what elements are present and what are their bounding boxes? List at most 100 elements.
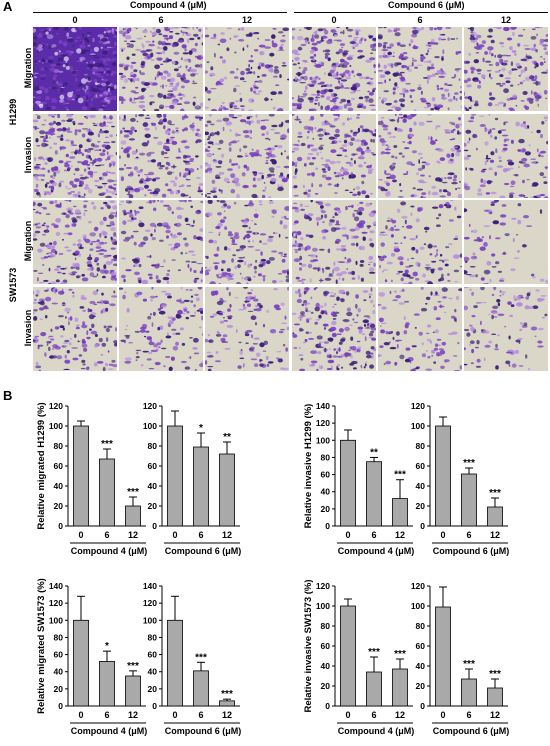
bar (99, 458, 115, 527)
bar (167, 425, 183, 527)
bar-chart: 0 20 40 60 80 100 120 0 *** 6 *** 12 Compound 6 (μM) (411, 401, 510, 556)
significance-label: *** (368, 647, 380, 658)
concentration-label: 6 (158, 15, 164, 25)
bar (487, 506, 503, 527)
concentration-label: 12 (500, 15, 511, 25)
y-tick-label: 60 (54, 461, 64, 471)
y-tick-label: 80 (321, 452, 331, 462)
micrograph-image (33, 27, 117, 111)
y-tick-label: 20 (148, 501, 158, 511)
x-tick-label: 0 (78, 710, 83, 720)
y-tick-label: 0 (325, 701, 330, 711)
bar (435, 606, 451, 707)
bar (366, 671, 382, 707)
micrograph-image (33, 114, 117, 198)
micrograph-image (378, 114, 462, 198)
y-tick-label: 0 (152, 701, 157, 711)
significance-label: *** (221, 689, 233, 700)
y-axis-label: Relative invasive SW1573 (%) (303, 579, 314, 712)
significance-label: *** (463, 458, 475, 469)
x-tick-label: 6 (198, 710, 203, 720)
micrograph-image (119, 27, 203, 111)
y-tick-label: 0 (420, 701, 425, 711)
micrograph-image (119, 287, 203, 371)
x-axis-label: Compound 6 (μM) (433, 546, 510, 556)
bar (193, 670, 209, 707)
y-tick-label: 20 (416, 501, 426, 511)
y-tick-label: 80 (148, 632, 158, 642)
significance-label: *** (127, 487, 139, 498)
y-tick-label: 140 (49, 581, 63, 591)
x-tick-label: 6 (104, 530, 109, 540)
bar (73, 425, 89, 527)
x-tick-label: 12 (128, 530, 138, 540)
y-tick-label: 40 (321, 487, 331, 497)
y-tick-label: 100 (143, 421, 157, 431)
x-tick-label: 6 (371, 710, 376, 720)
y-tick-label: 0 (58, 701, 63, 711)
y-tick-label: 140 (143, 581, 157, 591)
assay-label: Migration (23, 220, 33, 262)
y-tick-label: 120 (143, 598, 157, 608)
y-tick-label: 60 (321, 470, 331, 480)
significance-label: *** (489, 669, 501, 680)
x-tick-label: 12 (222, 710, 232, 720)
micrograph-image (292, 200, 376, 284)
x-axis-label: Compound 6 (μM) (433, 726, 510, 736)
micrograph-image (205, 114, 289, 198)
significance-label: * (105, 641, 109, 652)
y-tick-label: 40 (54, 667, 64, 677)
y-tick-label: 120 (49, 401, 63, 411)
bar (73, 619, 89, 707)
significance-label: *** (394, 649, 406, 660)
x-tick-label: 0 (440, 710, 445, 720)
bar (461, 678, 477, 707)
y-tick-label: 140 (316, 401, 330, 411)
y-tick-label: 40 (416, 481, 426, 491)
micrograph-image (119, 200, 203, 284)
concentration-label: 0 (331, 15, 337, 25)
significance-label: ** (223, 432, 231, 443)
y-tick-label: 80 (416, 621, 426, 631)
y-tick-label: 100 (316, 601, 330, 611)
x-axis-label: Compound 4 (μM) (71, 546, 148, 556)
panel-label-a: A (3, 0, 13, 14)
x-tick-label: 0 (172, 710, 177, 720)
bar-chart: 0 20 40 60 80 100 120 0 * 6 ** 12 Compound 6 (μM) (143, 401, 242, 556)
y-tick-label: 80 (321, 621, 331, 631)
x-tick-label: 6 (466, 710, 471, 720)
y-tick-label: 60 (416, 461, 426, 471)
bar (219, 453, 235, 527)
y-tick-label: 100 (316, 435, 330, 445)
y-tick-label: 60 (321, 641, 331, 651)
significance-label: *** (489, 488, 501, 499)
y-tick-label: 0 (152, 521, 157, 531)
assay-label: Migration (23, 47, 33, 89)
concentration-label: 6 (417, 15, 423, 25)
y-tick-label: 100 (143, 615, 157, 625)
y-tick-label: 60 (148, 650, 158, 660)
x-axis-label: Compound 6 (μM) (165, 546, 242, 556)
y-tick-label: 20 (148, 684, 158, 694)
significance-label: * (199, 423, 203, 434)
micrograph-image (464, 114, 548, 198)
group-label-compound-6: Compound 6 (μM) (388, 0, 465, 10)
x-tick-label: 6 (198, 530, 203, 540)
assay-label: Invasion (23, 136, 33, 174)
significance-label: *** (101, 439, 113, 450)
y-tick-label: 40 (148, 667, 158, 677)
group-underline-compound-6 (294, 12, 548, 13)
y-tick-label: 60 (54, 650, 64, 660)
micrograph-image (33, 287, 117, 371)
x-tick-label: 0 (172, 530, 177, 540)
micrograph-image (464, 27, 548, 111)
bar (340, 605, 356, 707)
panel-label-b: B (3, 388, 13, 403)
x-axis-label: Compound 4 (μM) (338, 726, 415, 736)
micrograph-image (205, 200, 289, 284)
x-tick-label: 0 (78, 530, 83, 540)
bar (340, 439, 356, 527)
assay-label: Invasion (23, 309, 33, 347)
y-tick-label: 80 (148, 441, 158, 451)
x-axis-label: Compound 6 (μM) (165, 726, 242, 736)
